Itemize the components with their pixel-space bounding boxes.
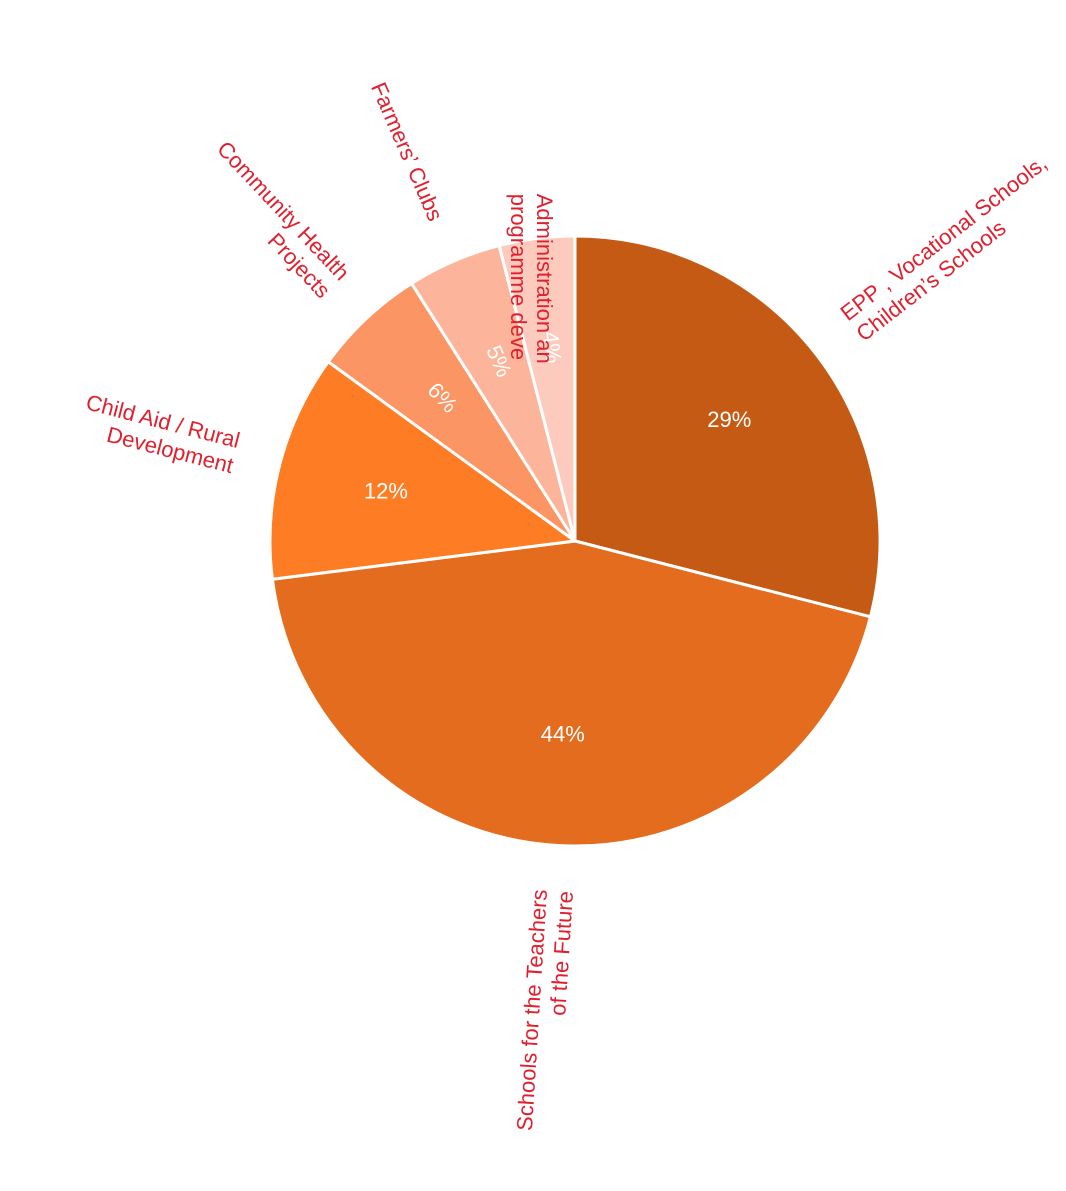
slice-3-wedge bbox=[268, 360, 577, 581]
slice-5-category-label-line-1: Farmers’ Clubs bbox=[366, 78, 448, 224]
slice-4-category-label: Community HealthProjects bbox=[193, 136, 354, 303]
slice-6-category-label: Administration anprogramme deve bbox=[506, 194, 557, 364]
slice-6-wedge bbox=[497, 234, 577, 543]
slice-1-category-label-line-1: EPP , Vocational Schools, bbox=[836, 150, 1052, 325]
slice-1-wedge bbox=[573, 234, 882, 619]
slice-3-category-label: Child Aid / RuralDevelopment bbox=[77, 390, 242, 479]
slices-layer bbox=[268, 234, 882, 848]
slice-3-percent-label: 12% bbox=[364, 478, 408, 503]
slice-1-percent-label: 29% bbox=[707, 407, 751, 432]
slice-6-category-label-line-1: Administration an bbox=[532, 194, 557, 364]
slice-2-percent-label: 44% bbox=[541, 722, 585, 747]
slice-6-percent-label: 4% bbox=[538, 330, 567, 365]
slice-2-wedge bbox=[270, 539, 872, 848]
slice-5-category-label: Farmers’ Clubs bbox=[366, 78, 448, 224]
slice-2-category-label: Schools for the Teachersof the Future bbox=[512, 889, 578, 1133]
slice-6-category-label-line-2: programme deve bbox=[506, 194, 531, 360]
slice-1-category-label: EPP , Vocational Schools,Children’s Scho… bbox=[836, 150, 1066, 346]
